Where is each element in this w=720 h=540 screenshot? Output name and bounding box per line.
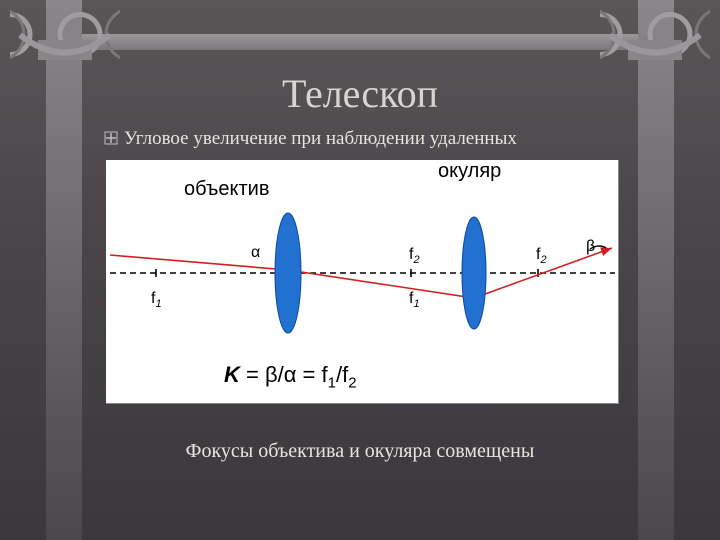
slide-title: Телескоп <box>0 70 720 117</box>
left-column <box>46 0 82 540</box>
telescope-diagram: объектив окуляр α β f1 f2 f1 f2 K = β/α … <box>106 160 619 404</box>
diagram-svg <box>106 160 619 404</box>
magnification-formula: K = β/α = f1/f2 <box>224 362 357 391</box>
slide: Телескоп Угловое увеличение при наблюден… <box>0 0 720 540</box>
left-capital-icon <box>10 0 120 70</box>
f1-left-label: f1 <box>151 290 162 310</box>
alpha-label: α <box>251 244 260 262</box>
objective-label: объектив <box>184 178 269 201</box>
f2-mid-label: f2 <box>409 246 420 266</box>
right-column <box>638 0 674 540</box>
bullet-icon <box>104 129 118 151</box>
slide-subtitle: Угловое увеличение при наблюдении удален… <box>104 128 620 151</box>
footer-text: Фокусы объектива и окуляра совмещены <box>0 440 720 463</box>
eyepiece-label: окуляр <box>438 160 501 183</box>
right-capital-icon <box>600 0 710 70</box>
beta-label: β <box>586 238 595 256</box>
lintel <box>82 34 638 50</box>
f2-right-label: f2 <box>536 246 547 266</box>
subtitle-text: Угловое увеличение при наблюдении удален… <box>124 128 517 149</box>
f1-mid-label: f1 <box>409 290 420 310</box>
